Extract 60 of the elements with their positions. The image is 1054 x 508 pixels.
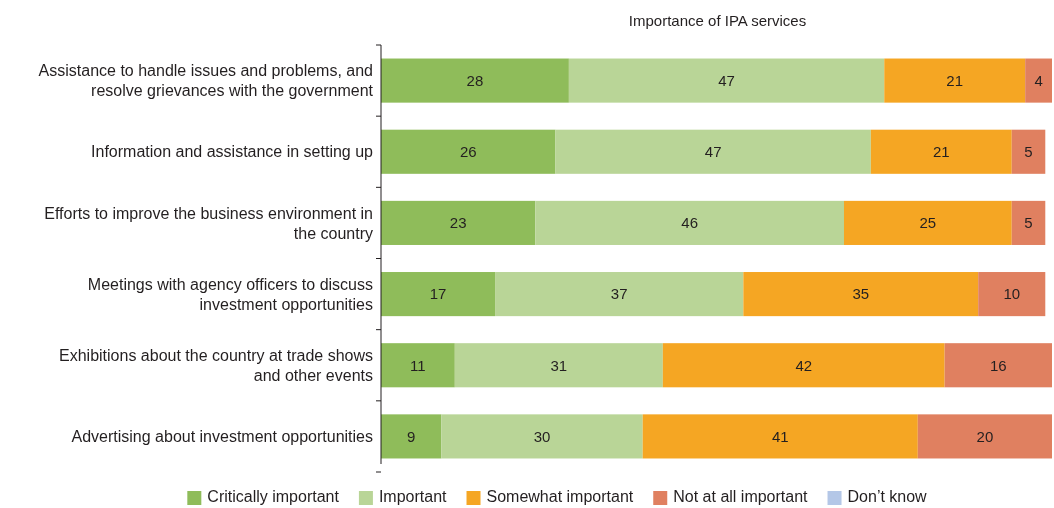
bar: [642, 414, 918, 459]
data-label: 21: [932, 143, 950, 160]
data-label: 4: [1034, 71, 1043, 89]
data-label: 10: [1003, 285, 1021, 303]
data-label: 16: [989, 356, 1007, 374]
legend-label: Important: [378, 488, 448, 505]
bar: [381, 58, 569, 103]
bar: [1011, 200, 1046, 245]
bar: [555, 129, 871, 174]
bar: [944, 343, 1052, 388]
data-label: 9: [407, 427, 416, 445]
data-label: 42: [795, 356, 813, 374]
legend-label: Not at all important: [673, 488, 809, 505]
bar: [381, 272, 496, 317]
bar: [381, 414, 442, 459]
y-tick-label: Efforts to improve the business environment in the country: [44, 204, 373, 242]
data-label: 26: [459, 143, 477, 160]
bar: [743, 272, 979, 317]
bar: [454, 343, 663, 388]
bar: [843, 200, 1012, 245]
data-label: 30: [533, 427, 551, 445]
bar: [978, 272, 1046, 317]
data-label: 5: [1024, 143, 1033, 160]
bar: [884, 58, 1026, 103]
data-label: 21: [946, 71, 964, 89]
data-label: 41: [771, 427, 789, 445]
bar: [662, 343, 945, 388]
data-label: 5: [1024, 214, 1033, 232]
data-label: 35: [852, 285, 870, 303]
legend-label: Somewhat important: [486, 488, 634, 505]
legend-label: Critically important: [207, 488, 340, 505]
bar: [1025, 58, 1052, 103]
bar: [441, 414, 643, 459]
data-label: 46: [681, 214, 698, 232]
data-label: 17: [429, 285, 447, 303]
bar: [568, 58, 885, 103]
chart-title: Importance of IPA services: [628, 12, 807, 29]
y-tick-label: Meetings with agency officers to discuss investment opportunities: [87, 275, 373, 313]
bar: [535, 200, 844, 245]
data-label: 31: [550, 356, 568, 374]
bar: [870, 129, 1012, 174]
y-tick-label: Assistance to handle issues and problems, and resolve grievances with the government: [38, 62, 374, 100]
bar: [381, 200, 536, 245]
data-label: 20: [976, 427, 994, 445]
data-label: 23: [449, 214, 467, 232]
y-tick-label: Advertising about investment opportunities: [71, 428, 373, 446]
bar: [495, 272, 744, 317]
bar: [381, 129, 556, 174]
y-tick-label: Exhibitions about the country at trade shows and other events: [59, 346, 373, 384]
data-label: 25: [919, 214, 937, 232]
bar: [917, 414, 1052, 459]
data-label: 47: [718, 71, 735, 89]
legend-label: Don’t know: [847, 488, 928, 505]
data-label: 11: [410, 356, 426, 374]
data-label: 37: [610, 285, 628, 303]
y-tick-label: Information and assistance in setting up: [91, 143, 374, 161]
data-label: 47: [704, 143, 722, 160]
data-label: 28: [466, 71, 484, 89]
bar: [1011, 129, 1046, 174]
bar: [381, 343, 455, 388]
